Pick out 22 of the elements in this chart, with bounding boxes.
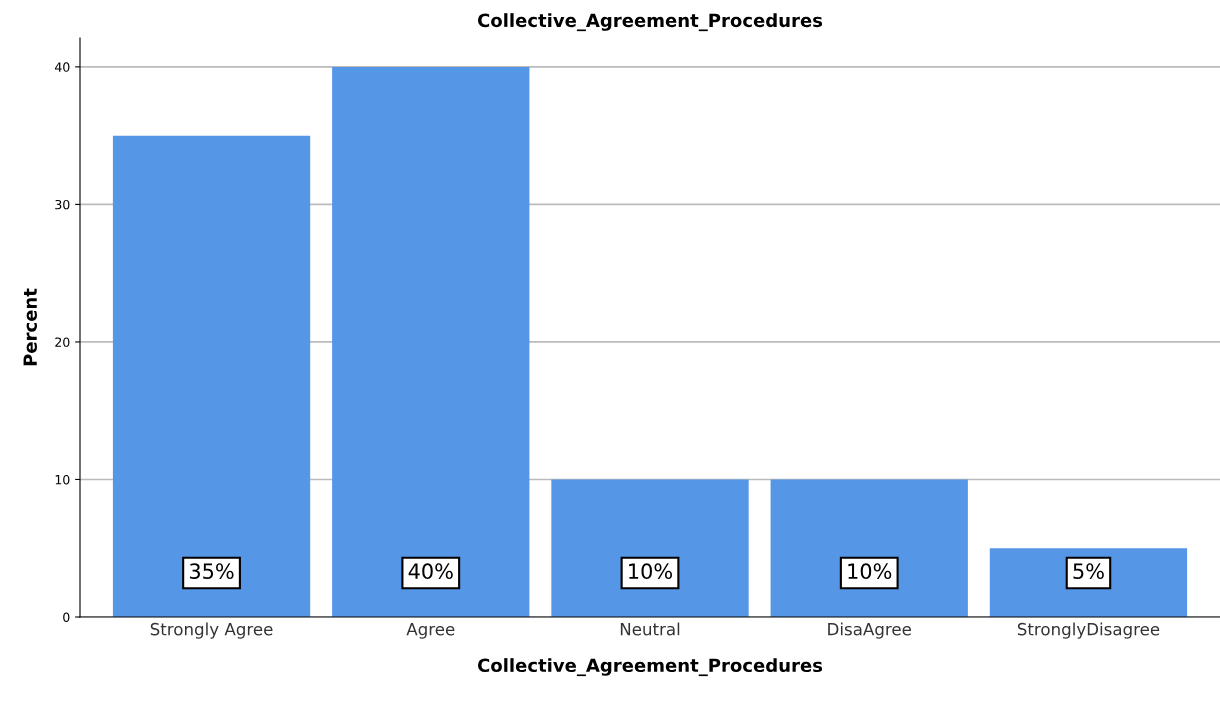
- data-label: 40%: [408, 563, 453, 580]
- x-axis-title: Collective_Agreement_Procedures: [477, 658, 823, 677]
- bar: [112, 135, 311, 617]
- y-tick-label: 20: [55, 337, 70, 347]
- bar: [770, 479, 968, 617]
- y-tick-label: 40: [54, 62, 70, 72]
- y-tick-label: 0: [63, 612, 70, 622]
- bar: [332, 66, 530, 617]
- x-tick-label: DisaAgree: [828, 622, 912, 639]
- y-tick-label: 10: [55, 474, 70, 485]
- bar: [551, 479, 749, 617]
- x-tick-label: StronglyDisagree: [1017, 622, 1160, 639]
- y-tick-label: 30: [55, 199, 70, 210]
- y-axis-title: Percent: [23, 288, 37, 366]
- data-label: 10%: [848, 563, 892, 580]
- x-tick-label: Strongly Agree: [150, 622, 273, 639]
- data-label: 5%: [1073, 563, 1104, 580]
- x-tick-label: Agree: [406, 623, 455, 639]
- data-label: 35%: [189, 563, 234, 580]
- chart-title: Collective_Agreement_Procedures: [477, 13, 823, 32]
- x-tick-label: Neutral: [620, 622, 680, 636]
- data-label: 10%: [629, 563, 672, 580]
